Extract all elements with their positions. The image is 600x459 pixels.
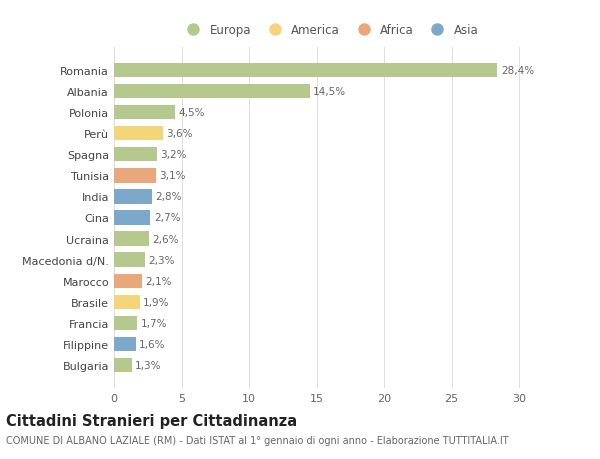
Bar bbox=[114, 358, 131, 372]
Bar bbox=[114, 84, 310, 99]
Text: 3,2%: 3,2% bbox=[161, 150, 187, 160]
Text: 1,7%: 1,7% bbox=[140, 318, 167, 328]
Text: 2,8%: 2,8% bbox=[155, 192, 182, 202]
Bar bbox=[114, 127, 163, 141]
Text: 2,7%: 2,7% bbox=[154, 213, 181, 223]
Text: 1,3%: 1,3% bbox=[135, 360, 161, 370]
Text: 3,6%: 3,6% bbox=[166, 129, 193, 139]
Bar bbox=[114, 253, 145, 267]
Bar bbox=[114, 232, 149, 246]
Text: 2,3%: 2,3% bbox=[148, 255, 175, 265]
Text: Cittadini Stranieri per Cittadinanza: Cittadini Stranieri per Cittadinanza bbox=[6, 413, 297, 428]
Bar bbox=[114, 337, 136, 352]
Bar bbox=[114, 316, 137, 330]
Text: 1,9%: 1,9% bbox=[143, 297, 170, 307]
Text: 2,6%: 2,6% bbox=[152, 234, 179, 244]
Text: COMUNE DI ALBANO LAZIALE (RM) - Dati ISTAT al 1° gennaio di ogni anno - Elaboraz: COMUNE DI ALBANO LAZIALE (RM) - Dati IST… bbox=[6, 435, 509, 445]
Bar bbox=[114, 190, 152, 204]
Text: 2,1%: 2,1% bbox=[146, 276, 172, 286]
Text: 3,1%: 3,1% bbox=[159, 171, 186, 181]
Text: 28,4%: 28,4% bbox=[501, 66, 534, 76]
Legend: Europa, America, Africa, Asia: Europa, America, Africa, Asia bbox=[178, 20, 482, 40]
Bar bbox=[114, 106, 175, 120]
Bar bbox=[114, 211, 151, 225]
Bar bbox=[114, 274, 142, 288]
Bar bbox=[114, 148, 157, 162]
Text: 4,5%: 4,5% bbox=[178, 108, 205, 118]
Text: 14,5%: 14,5% bbox=[313, 87, 346, 97]
Text: 1,6%: 1,6% bbox=[139, 339, 166, 349]
Bar bbox=[114, 295, 140, 309]
Bar bbox=[114, 64, 497, 78]
Bar bbox=[114, 169, 156, 183]
